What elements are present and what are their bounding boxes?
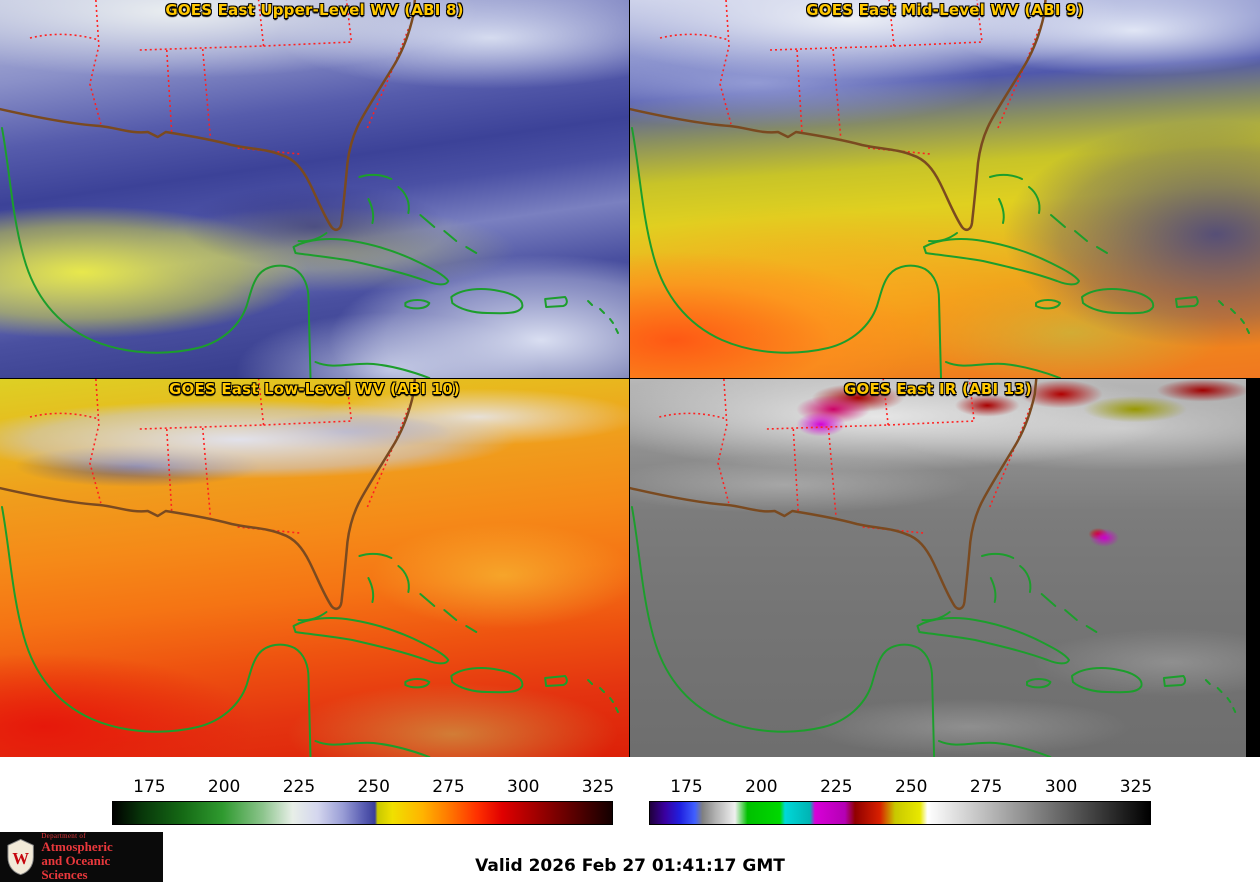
uw-aos-logo: W Department of Atmospheric and Oceanic … [0,832,163,882]
panel-title-upper-wv: GOES East Upper-Level WV (ABI 8) [165,1,464,19]
colorbar-tick-label: 300 [507,777,540,797]
imagery-grid: GOES East Upper-Level WV (ABI 8) GOES Ea… [0,0,1260,757]
panel-mid-level-wv: GOES East Mid-Level WV (ABI 9) [630,0,1260,378]
panel-upper-level-wv: GOES East Upper-Level WV (ABI 8) [0,0,629,378]
colorbar-tick-label: 175 [670,777,703,797]
wv-colorbar: 175 200 225 250 275 300 325 [112,777,615,825]
footer: W Department of Atmospheric and Oceanic … [0,832,1260,882]
map-overlay-ir [630,379,1237,757]
map-overlay-upper-wv [0,0,620,378]
colorbar-tick-label: 225 [282,777,316,797]
uw-crest-icon: W [7,838,34,876]
colorbar-tick-label: 250 [895,777,928,797]
logo-department: Department of [41,831,86,840]
colorbar-tick-label: 200 [207,777,241,797]
wv-colorbar-ticks: 175 200 225 250 275 300 325 [112,777,615,801]
logo-name-line2: and Oceanic Sciences [41,852,111,882]
colorbar-tick-label: 325 [581,777,615,797]
colorbar-tick-label: 275 [969,777,1003,797]
colorbar-tick-label: 175 [133,777,166,797]
cell-ir: GOES East IR (ABI 13) [630,379,1260,757]
wv-colorbar-gradient [112,801,613,825]
ir-colorbar: 175 200 225 250 275 300 325 [649,777,1153,825]
colorbar-section: 175 200 225 250 275 300 325 175 200 225 250 275 300… [0,757,1260,832]
colorbar-tick-label: 325 [1119,777,1153,797]
cell-mid-wv: GOES East Mid-Level WV (ABI 9) [630,0,1260,378]
crest-letter: W [12,849,29,868]
colorbar-tick-label: 300 [1044,777,1078,797]
logo-name-line1: Atmospheric [41,839,113,855]
colorbar-tick-label: 250 [357,777,390,797]
panel-ir: GOES East IR (ABI 13) [630,379,1246,757]
cell-upper-wv: GOES East Upper-Level WV (ABI 8) [0,0,629,378]
logo-text: Department of Atmospheric and Oceanic Sc… [41,831,157,882]
ir-colorbar-ticks: 175 200 225 250 275 300 325 [649,777,1153,801]
panel-low-level-wv: GOES East Low-Level WV (ABI 10) [0,379,629,757]
valid-time: Valid 2026 Feb 27 01:41:17 GMT [475,856,785,876]
ir-colorbar-gradient [649,801,1151,825]
panel-title-mid-wv: GOES East Mid-Level WV (ABI 9) [806,1,1084,19]
colorbar-tick-label: 200 [745,777,778,797]
panel-title-ir: GOES East IR (ABI 13) [843,380,1032,398]
panel-title-low-wv: GOES East Low-Level WV (ABI 10) [168,380,461,398]
map-overlay-mid-wv [630,0,1251,378]
cell-low-wv: GOES East Low-Level WV (ABI 10) [0,379,629,757]
map-overlay-low-wv [0,379,620,757]
colorbar-tick-label: 225 [820,777,853,797]
colorbar-tick-label: 275 [432,777,465,797]
